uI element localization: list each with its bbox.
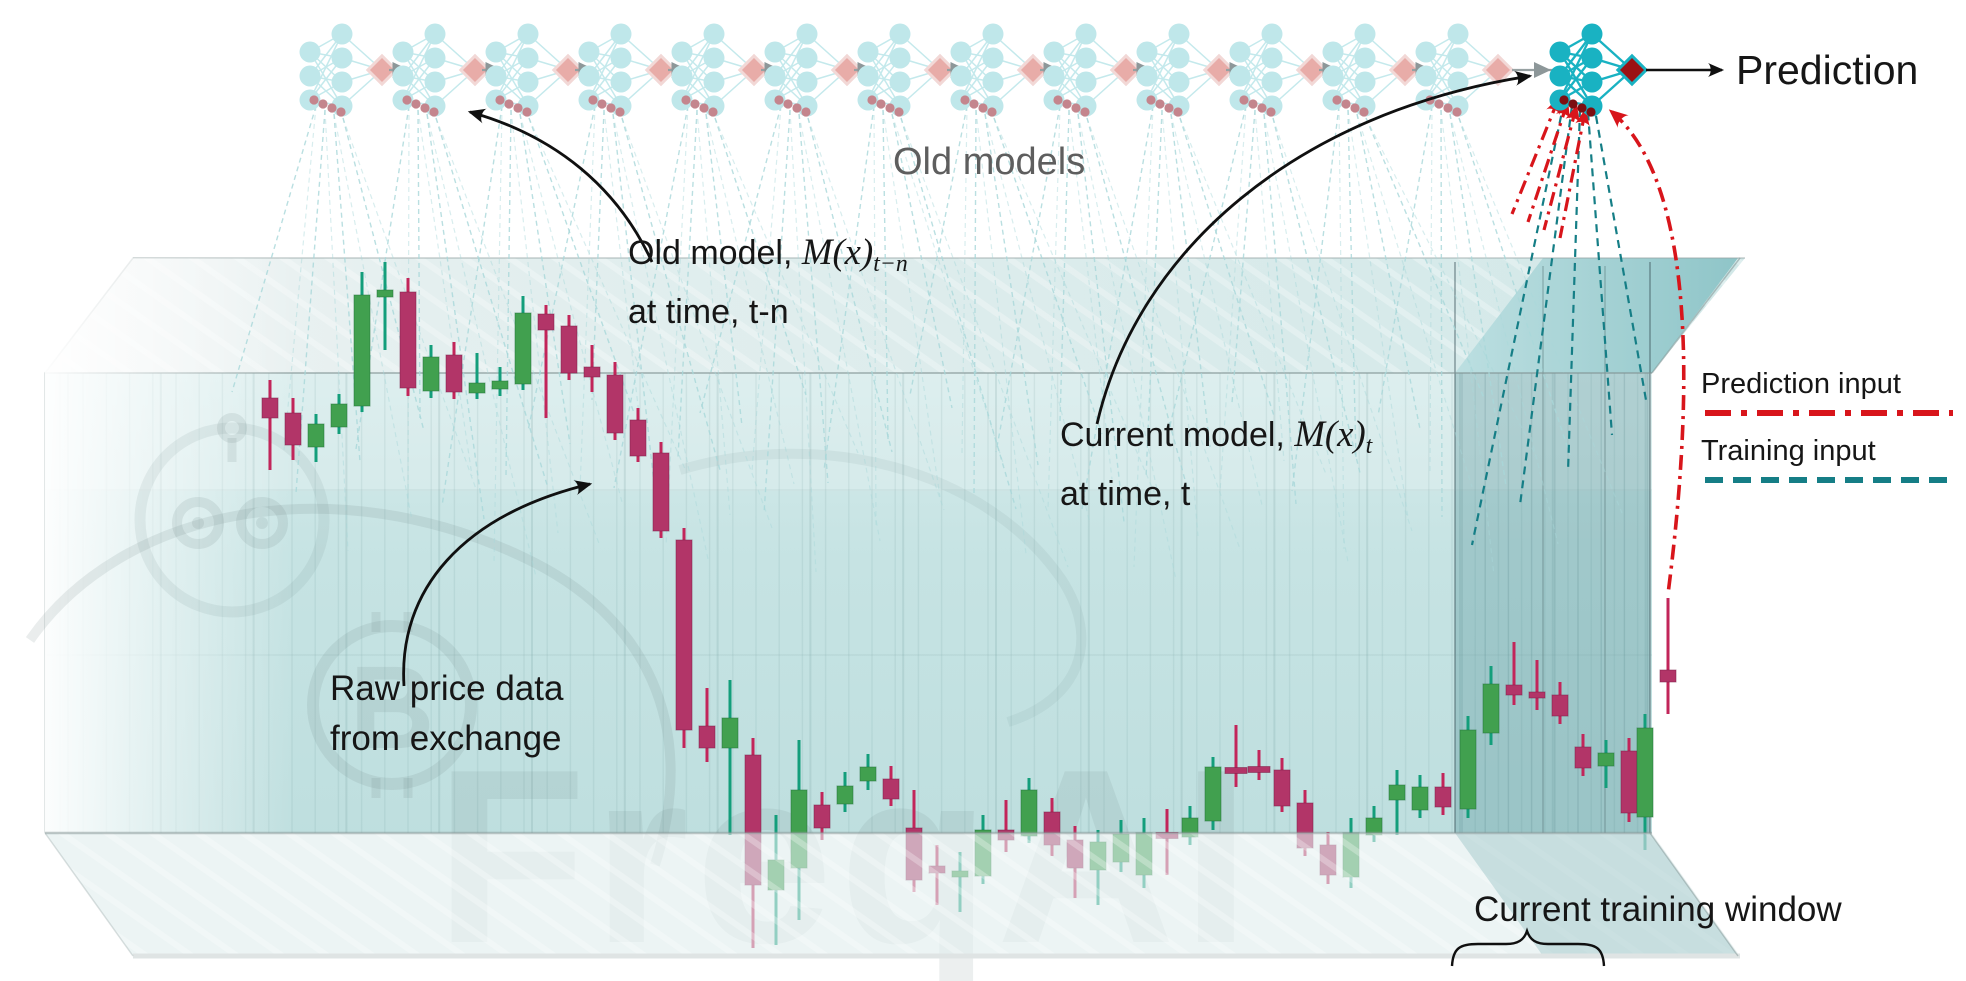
raw-price-line1: Raw price data xyxy=(330,669,564,708)
current-model-prefix: Current model, xyxy=(1060,416,1295,454)
arrow-to-old-model xyxy=(467,108,654,263)
neural-networks-row xyxy=(299,23,1725,117)
old-model-prefix: Old model, xyxy=(628,234,802,272)
candle-body xyxy=(537,313,555,331)
candle-body xyxy=(1574,746,1592,769)
raw-price-label: Raw price data from exchange xyxy=(330,664,563,764)
candle-body xyxy=(491,380,509,390)
training-input-label: Training input xyxy=(1701,435,1876,467)
candle-body xyxy=(1482,683,1500,734)
candle-body xyxy=(1224,767,1248,774)
old-models-label: Old models xyxy=(893,141,1086,183)
candle-body xyxy=(1551,694,1569,717)
candle-body xyxy=(284,412,302,446)
candle-body xyxy=(1620,750,1638,814)
candle-body xyxy=(813,804,831,829)
data-slab xyxy=(44,257,1745,956)
candle-body xyxy=(261,397,279,419)
candle-body xyxy=(859,766,877,782)
candle-body xyxy=(445,354,463,393)
candle-body xyxy=(721,717,739,749)
prediction-label: Prediction xyxy=(1736,47,1919,93)
current-model-subscript: t xyxy=(1365,433,1373,460)
candle-body xyxy=(698,725,716,749)
candle-body xyxy=(1434,786,1452,808)
candle-body xyxy=(1247,766,1271,773)
candle-body xyxy=(1597,752,1615,767)
candle-body xyxy=(422,356,440,392)
candle-body xyxy=(353,294,371,407)
old-model-line2: at time, t-n xyxy=(628,293,789,332)
candle-body xyxy=(468,382,486,394)
candle-body xyxy=(1411,786,1429,811)
training-input-line xyxy=(1705,477,1953,483)
candle-body xyxy=(1020,789,1038,837)
candle-body xyxy=(1528,691,1546,699)
candle-body xyxy=(330,403,348,428)
candle-body xyxy=(675,539,693,731)
candle-body xyxy=(560,325,578,374)
candle-body xyxy=(514,312,532,385)
candle-body xyxy=(882,778,900,800)
old-model-label: Old model, M(x)t−n at time, t-n xyxy=(628,228,908,336)
candle-body xyxy=(1204,766,1222,822)
current-model-math: M(x) xyxy=(1294,413,1366,454)
training-window-label: Current training window xyxy=(1474,890,1842,929)
candle-body xyxy=(1505,684,1523,696)
arrow-to-current-model xyxy=(1095,70,1533,425)
prediction-input-line xyxy=(1705,410,1953,416)
candle-body xyxy=(1636,727,1654,818)
candle-body xyxy=(307,423,325,448)
arrow-to-raw-data xyxy=(402,480,593,687)
annotation-arrows xyxy=(402,70,1606,967)
legend-item-training-input: Training input xyxy=(1701,435,1963,488)
candle-body xyxy=(1273,769,1291,807)
training-window-brace xyxy=(1450,927,1606,967)
candle-body xyxy=(629,419,647,457)
candle-body xyxy=(583,366,601,378)
current-model-label: Current model, M(x)t at time, t xyxy=(1060,410,1372,518)
prediction-input-label: Prediction input xyxy=(1701,368,1901,400)
legend: Prediction input Training input xyxy=(1701,368,1963,502)
candle-body xyxy=(399,291,417,389)
old-model-math: M(x) xyxy=(801,231,874,272)
legend-item-prediction-input: Prediction input xyxy=(1701,368,1963,421)
candle-body xyxy=(606,374,624,434)
candle-body xyxy=(1388,784,1406,801)
candle-body xyxy=(376,289,394,298)
current-model-input-lines xyxy=(1470,96,1686,595)
candle-body xyxy=(1659,669,1677,683)
candle-body xyxy=(1459,729,1477,810)
slab-bottom-band xyxy=(44,831,1740,959)
prediction-input-curve xyxy=(1608,109,1686,595)
old-training-input-lines xyxy=(231,105,1623,581)
candle-body xyxy=(836,785,854,805)
old-model-subscript: t−n xyxy=(873,251,908,278)
svg-text:B: B xyxy=(349,642,434,774)
candle-body xyxy=(652,452,670,532)
raw-price-line2: from exchange xyxy=(330,719,562,758)
current-model-line2: at time, t xyxy=(1060,475,1191,514)
